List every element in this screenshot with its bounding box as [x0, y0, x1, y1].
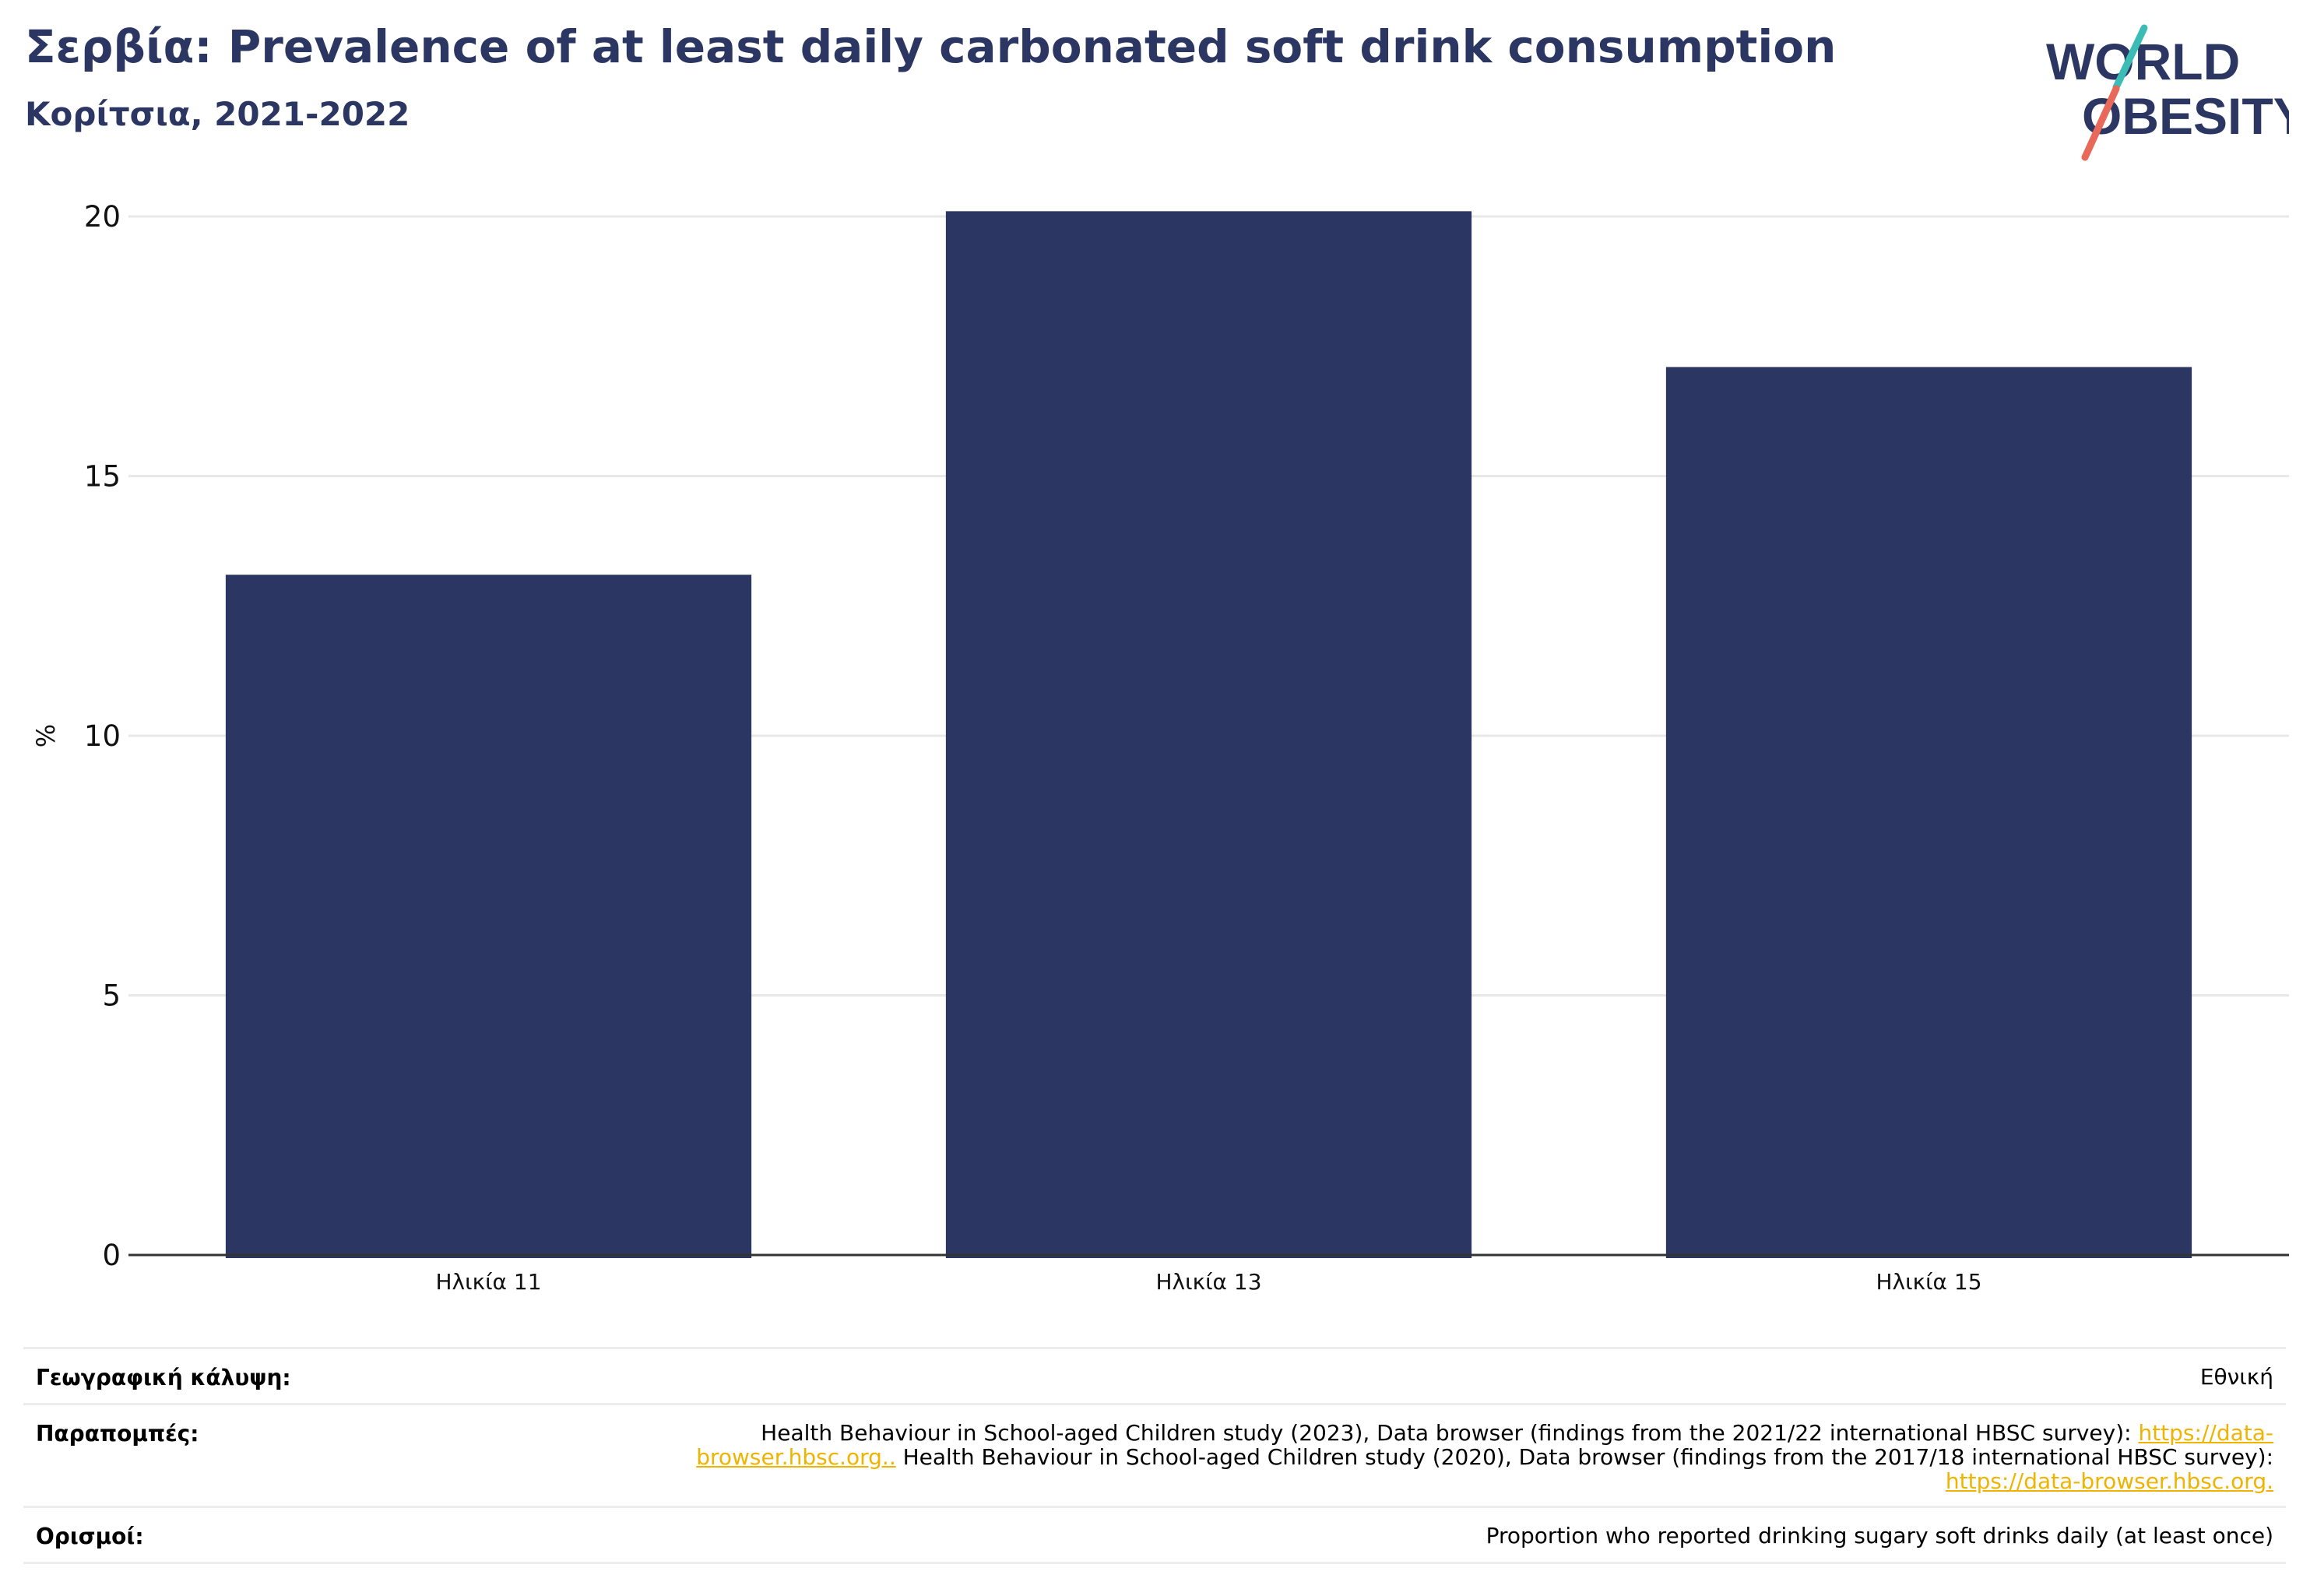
definitions-value: Proportion who reported drinking sugary … — [1486, 1523, 2273, 1549]
coverage-row: Γεωγραφική κάλυψη: Εθνική — [23, 1347, 2286, 1403]
x-category-label-1: Ηλικία 11 — [435, 1269, 541, 1295]
references-label: Παραπομπές: — [36, 1421, 199, 1447]
references-value: Health Behaviour in School-aged Children… — [638, 1421, 2273, 1493]
y-axis-title: % — [31, 724, 61, 747]
reference-2-text: Health Behaviour in School-aged Children… — [895, 1444, 2273, 1470]
y-tick-label-15: 15 — [84, 460, 121, 494]
chart-subtitle: Κορίτσια, 2021-2022 — [25, 95, 410, 133]
references-row: Παραπομπές: Health Behaviour in School-a… — [23, 1403, 2286, 1506]
logo-slash-teal — [2112, 24, 2148, 91]
x-category-label-3: Ηλικία 15 — [1876, 1269, 1981, 1295]
coverage-label: Γεωγραφική κάλυψη: — [36, 1365, 291, 1390]
coverage-value: Εθνική — [2199, 1364, 2273, 1390]
chart-footer: Γεωγραφική κάλυψη: Εθνική Παραπομπές: He… — [23, 1347, 2286, 1564]
definitions-row: Ορισμοί: Proportion who reported drinkin… — [23, 1506, 2286, 1564]
x-category-label-2: Ηλικία 13 — [1155, 1269, 1261, 1295]
logo-slash-coral — [2081, 85, 2120, 161]
y-tick-label-20: 20 — [84, 200, 121, 234]
y-tick-label-0: 0 — [102, 1239, 121, 1272]
y-tick-label-10: 10 — [84, 719, 121, 753]
bar-chart: 0 5 10 15 20 Ηλικία 11 Ηλικία 13 Ηλικία 15% — [31, 200, 2289, 1295]
logo-line-obesity: OBESITY — [2082, 87, 2289, 145]
definitions-label: Ορισμοί: — [36, 1524, 144, 1549]
bar-1 — [225, 575, 752, 1258]
logo-line-world: WORLD — [2046, 33, 2240, 90]
bar-2 — [945, 211, 1472, 1259]
reference-1-link[interactable]: https://data-browser.hbsc.org.. — [696, 1420, 2273, 1470]
reference-1-text: Health Behaviour in School-aged Children… — [761, 1420, 2139, 1446]
reference-2-link[interactable]: https://data-browser.hbsc.org. — [1945, 1468, 2273, 1494]
chart-title: Σερβία: Prevalence of at least daily car… — [25, 20, 1837, 73]
world-obesity-logo: WORLD OBESITY — [2046, 24, 2289, 161]
y-tick-label-5: 5 — [102, 979, 121, 1013]
bar-3 — [1665, 367, 2192, 1259]
